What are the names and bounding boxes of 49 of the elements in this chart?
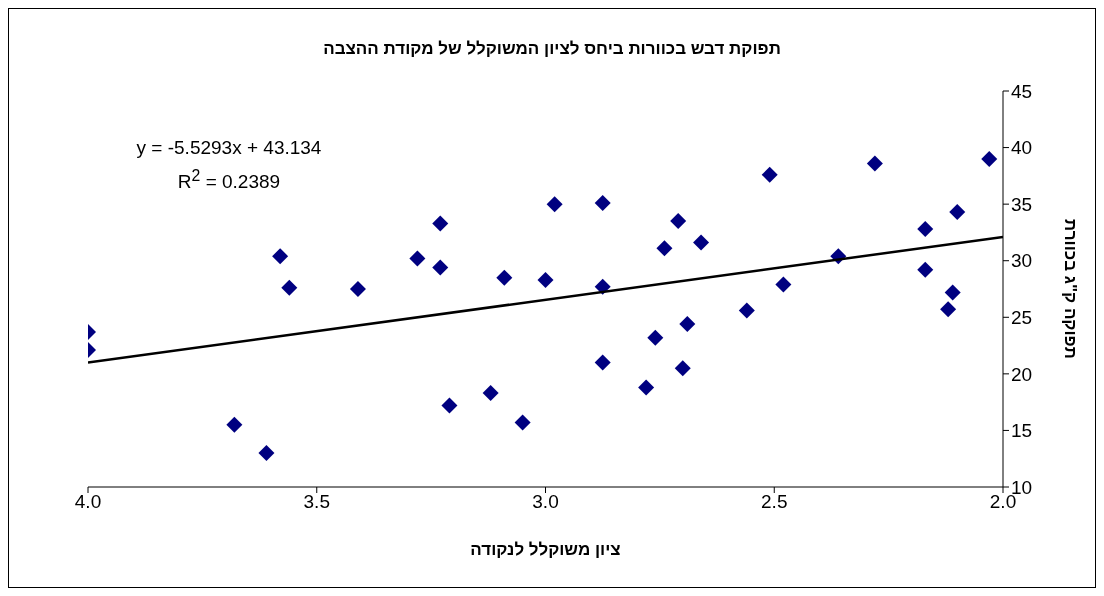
annotation: y = -5.5293x + 43.134 [135,137,323,159]
point [647,329,664,346]
point [693,234,710,251]
y-tick-label: 45 [1011,80,1033,102]
point [674,360,691,377]
annotation: R$^{2}$ = 0.2389 [176,167,282,194]
point [761,166,778,183]
point [679,316,696,333]
y-tick-label: 20 [1011,363,1033,385]
point [917,221,934,238]
x-tick-label: 4.0 [74,491,102,513]
point [944,284,961,301]
point [775,276,792,293]
point [866,155,883,172]
y-tick-label: 30 [1011,250,1033,272]
x-tick-label: 3.5 [303,491,330,513]
point [594,195,611,212]
point [949,204,966,221]
point [738,302,755,319]
point [514,414,531,431]
point [940,301,957,318]
point [258,445,275,462]
point [656,240,673,257]
point [638,379,655,396]
y-tick-label: 25 [1011,307,1033,329]
point [281,279,298,296]
point [917,261,934,278]
point [409,250,426,267]
point [546,196,563,213]
x-tick-label: 2.5 [761,491,788,513]
point [432,259,449,276]
point [441,397,458,414]
x-tick-label: 3.0 [532,491,559,513]
point [226,416,243,433]
y-tick-label: 35 [1011,193,1033,215]
point [349,281,366,297]
point [482,385,499,402]
point [537,271,554,288]
x-axis-title: ציון משוקלל לנקודה [470,540,621,559]
point [496,269,513,286]
point [594,354,611,371]
point [272,248,289,265]
y-tick-label: 15 [1011,420,1033,442]
point [432,215,449,232]
chart-title: תפוקת דבש בכוורות ביחס לציון המשוקלל של מקודת ההצבה [322,39,782,59]
point [981,150,998,167]
y-tick-label: 40 [1011,137,1033,159]
point [670,213,687,230]
y-axis-title: תפוקה ק"ג בכוורת [1060,219,1080,359]
